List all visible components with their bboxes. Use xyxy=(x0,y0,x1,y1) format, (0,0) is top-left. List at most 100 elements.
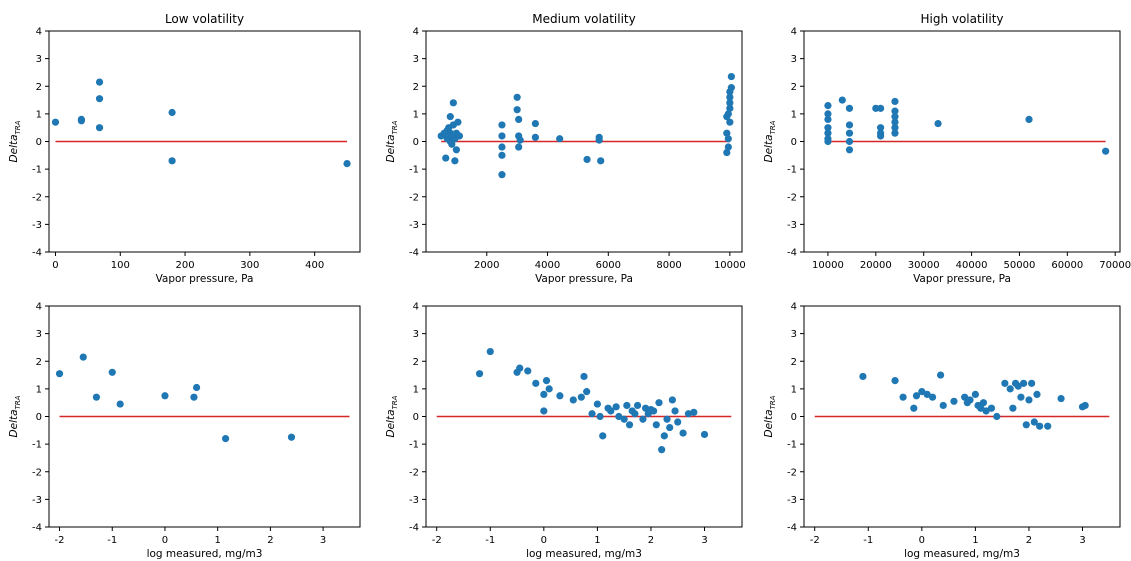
y-tick-label: -1 xyxy=(409,165,419,176)
y-tick-label: -1 xyxy=(32,165,42,176)
data-point xyxy=(515,143,523,151)
x-tick-label: -2 xyxy=(810,535,820,546)
data-point xyxy=(92,393,101,401)
data-point xyxy=(726,93,734,101)
data-point xyxy=(588,410,596,418)
data-point xyxy=(455,132,464,140)
x-tick-label: 70000 xyxy=(1099,260,1131,271)
y-tick-label: 0 xyxy=(413,412,419,423)
y-tick-label: -3 xyxy=(409,495,419,506)
data-point xyxy=(449,99,457,107)
data-point xyxy=(1025,396,1033,404)
x-tick-label: 60000 xyxy=(1051,260,1083,271)
data-point xyxy=(633,401,642,410)
data-point xyxy=(939,401,947,410)
data-point xyxy=(287,433,296,441)
data-point xyxy=(1030,418,1038,426)
data-point xyxy=(513,106,521,114)
data-point xyxy=(51,118,60,126)
x-tick-label: -2 xyxy=(432,535,442,546)
data-point xyxy=(531,119,539,128)
data-point xyxy=(936,371,945,379)
y-tick-label: 2 xyxy=(791,82,797,93)
data-point xyxy=(442,154,450,162)
data-point xyxy=(583,155,591,164)
data-point xyxy=(79,353,87,361)
y-axis-label: DeltaTRA xyxy=(763,395,777,437)
y-tick-label: 4 xyxy=(413,27,419,38)
x-tick-label: 3 xyxy=(320,535,326,546)
x-tick-label: 0 xyxy=(919,535,925,546)
data-point xyxy=(612,403,620,411)
data-point xyxy=(498,143,506,151)
data-point xyxy=(700,430,709,439)
y-tick-label: 0 xyxy=(791,137,797,148)
data-point xyxy=(845,121,854,129)
y-tick-label: -2 xyxy=(787,467,797,478)
x-tick-label: 3 xyxy=(1079,535,1085,546)
y-tick-label: -4 xyxy=(787,523,797,534)
y-tick-label: -2 xyxy=(32,467,42,478)
data-point xyxy=(615,412,623,421)
x-tick-label: 10000 xyxy=(714,260,746,271)
data-point xyxy=(1057,394,1065,403)
data-point xyxy=(899,393,907,401)
y-tick-label: -1 xyxy=(787,440,797,451)
y-tick-label: 0 xyxy=(36,137,42,148)
x-tick-label: 8000 xyxy=(656,260,681,271)
data-point xyxy=(993,412,1001,421)
data-point xyxy=(845,129,854,137)
y-tick-label: 2 xyxy=(36,82,42,93)
data-point xyxy=(475,370,484,378)
data-point xyxy=(910,404,918,412)
x-tick-label: 2000 xyxy=(474,260,499,271)
x-axis-label: log measured, mg/m3 xyxy=(526,548,642,560)
data-point xyxy=(723,129,731,137)
data-point xyxy=(726,104,734,112)
x-tick-label: 1 xyxy=(972,535,978,546)
chart-panel-3: -4 -3 -2 -1 0 1 2 3 4 10000 20000 30000 40000 50000 60… xyxy=(763,12,1131,285)
x-tick-label: 6000 xyxy=(596,260,621,271)
x-axis-label: log measured, mg/m3 xyxy=(147,548,263,560)
y-tick-label: -1 xyxy=(409,440,419,451)
data-point xyxy=(982,407,990,415)
data-point xyxy=(168,157,176,165)
y-tick-label: 0 xyxy=(36,412,42,423)
data-point xyxy=(724,110,732,118)
data-point xyxy=(95,124,104,132)
y-tick-label: -4 xyxy=(409,523,419,534)
data-point xyxy=(727,72,735,81)
data-point xyxy=(824,115,832,123)
data-point xyxy=(161,392,169,400)
data-point xyxy=(891,107,899,115)
y-tick-label: -4 xyxy=(32,523,42,534)
data-point xyxy=(679,429,687,437)
data-point xyxy=(891,129,899,137)
data-point xyxy=(556,135,564,143)
y-axis-label: DeltaTRA xyxy=(385,395,399,437)
data-point xyxy=(660,432,668,440)
data-point xyxy=(631,410,639,418)
y-axis-label: DeltaTRA xyxy=(8,395,22,437)
data-point xyxy=(845,137,854,146)
data-point xyxy=(1033,390,1041,398)
y-tick-label: 1 xyxy=(36,384,42,395)
data-point xyxy=(486,347,494,356)
data-point xyxy=(977,404,985,412)
y-tick-label: 1 xyxy=(36,109,42,120)
x-tick-label: 1 xyxy=(594,535,600,546)
data-point xyxy=(452,146,460,154)
data-point xyxy=(838,96,846,104)
y-tick-label: 0 xyxy=(413,137,419,148)
data-point xyxy=(625,421,634,429)
data-point xyxy=(912,392,921,400)
y-tick-label: -2 xyxy=(409,467,419,478)
data-point xyxy=(77,115,85,123)
data-point xyxy=(724,135,732,143)
x-tick-label: 2 xyxy=(648,535,654,546)
data-point xyxy=(1009,404,1017,412)
x-tick-label: 1 xyxy=(214,535,220,546)
data-point xyxy=(577,393,585,401)
x-tick-label: 100 xyxy=(111,260,130,271)
data-point xyxy=(877,124,885,132)
